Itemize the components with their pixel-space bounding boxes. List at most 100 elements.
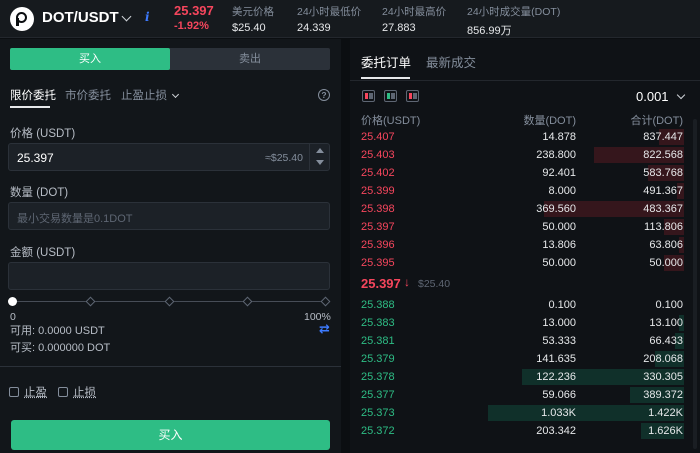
tab-order-book[interactable]: 委托订单	[361, 56, 412, 70]
stop-loss-checkbox[interactable]: 止损	[58, 384, 96, 400]
price-input[interactable]: 25.397 ≈$25.40	[8, 143, 330, 171]
view-both-icon[interactable]	[362, 90, 375, 102]
depth-bar	[630, 387, 684, 403]
bid-qty: 1.033K	[541, 407, 576, 419]
bid-row[interactable]: 25.378 122.236 330.305	[350, 368, 700, 386]
slider-node-25[interactable]	[85, 296, 96, 307]
ask-row[interactable]: 25.398 369.560 483.367	[350, 200, 700, 218]
ask-price: 25.407	[361, 131, 395, 143]
tab-buy[interactable]: 买入	[10, 48, 170, 70]
slider-max-label: 100%	[304, 311, 331, 323]
bid-row[interactable]: 25.388 0.100 0.100	[350, 296, 700, 314]
caret-down-icon[interactable]	[316, 160, 324, 165]
bid-total: 208.068	[643, 353, 683, 365]
active-tab-underline	[10, 106, 50, 108]
mid-price-usd: $25.40	[418, 278, 451, 290]
chevron-down-icon[interactable]	[676, 90, 686, 100]
buy-button[interactable]: 买入	[11, 420, 330, 450]
ask-row[interactable]: 25.395 50.000 50.000	[350, 254, 700, 272]
ask-row[interactable]: 25.403 238.800 822.568	[350, 146, 700, 164]
help-icon[interactable]: ?	[318, 89, 330, 101]
trading-pair-selector[interactable]: DOT/USDT	[42, 9, 119, 26]
ask-total: 50.000	[649, 257, 683, 269]
slider-node-50[interactable]	[164, 296, 175, 307]
bid-total: 0.100	[655, 299, 683, 311]
divider	[350, 80, 700, 81]
ask-price: 25.402	[361, 167, 395, 179]
ask-qty: 238.800	[536, 149, 576, 161]
bid-row[interactable]: 25.372 203.342 1.626K	[350, 422, 700, 440]
caret-up-icon[interactable]	[316, 148, 324, 153]
view-asks-icon[interactable]	[406, 90, 419, 102]
ask-total: 837.447	[643, 131, 683, 143]
slider-node-75[interactable]	[242, 296, 253, 307]
take-profit-checkbox[interactable]: 止盈	[9, 384, 47, 400]
price-label: 价格 (USDT)	[10, 128, 76, 140]
ask-total: 63.806	[649, 239, 683, 251]
bid-row[interactable]: 25.377 59.066 389.372	[350, 386, 700, 404]
ask-price: 25.397	[361, 221, 395, 233]
ask-row[interactable]: 25.396 13.806 63.806	[350, 236, 700, 254]
bid-qty: 203.342	[536, 425, 576, 437]
depth-bar	[659, 129, 684, 145]
bid-qty: 141.635	[536, 353, 576, 365]
bid-row[interactable]: 25.381 53.333 66.433	[350, 332, 700, 350]
depth-bar	[522, 369, 684, 385]
tab-market-order[interactable]: 市价委托	[65, 90, 111, 102]
precision-selector[interactable]: 0.001	[636, 89, 669, 104]
panel-separator	[341, 39, 350, 453]
ask-price: 25.398	[361, 203, 395, 215]
buyable-amount: 可买: 0.000000 DOT	[10, 342, 111, 354]
bid-qty: 53.333	[542, 335, 576, 347]
tab-stop-order[interactable]: 止盈止损	[121, 87, 180, 103]
ask-row[interactable]: 25.399 8.000 491.367	[350, 182, 700, 200]
quantity-input[interactable]: 最小交易数量是0.1DOT	[8, 202, 330, 230]
price-change: -1.92%	[174, 20, 209, 32]
info-icon[interactable]: i	[145, 10, 150, 24]
amount-input[interactable]	[8, 262, 330, 290]
bid-row[interactable]: 25.383 13.000 13.100	[350, 314, 700, 332]
scrollbar[interactable]	[693, 119, 697, 449]
slider-thumb[interactable]	[8, 297, 17, 306]
ask-qty: 369.560	[536, 203, 576, 215]
stat-24h-volume: 24小时成交量(DOT) 856.99万	[467, 6, 561, 37]
checkbox-icon	[9, 387, 19, 397]
depth-bar	[655, 351, 684, 367]
tab-limit-order[interactable]: 限价委托	[10, 90, 56, 102]
bid-row[interactable]: 25.373 1.033K 1.422K	[350, 404, 700, 422]
bid-price: 25.372	[361, 425, 395, 437]
ask-row[interactable]: 25.402 92.401 583.768	[350, 164, 700, 182]
chevron-down-icon[interactable]	[121, 11, 132, 22]
bid-price: 25.373	[361, 407, 395, 419]
depth-bar	[675, 333, 684, 349]
tab-sell[interactable]: 卖出	[239, 53, 261, 65]
tab-recent-trades[interactable]: 最新成交	[426, 56, 477, 70]
ask-row[interactable]: 25.407 14.878 837.447	[350, 128, 700, 146]
bid-price: 25.379	[361, 353, 395, 365]
view-bids-icon[interactable]	[384, 90, 397, 102]
bid-qty: 122.236	[536, 371, 576, 383]
order-form-panel: 买入 卖出 限价委托 市价委托 止盈止损 ? 价格 (USDT) 25.397 …	[0, 39, 341, 453]
checkbox-icon	[58, 387, 68, 397]
bid-price: 25.388	[361, 299, 395, 311]
ask-row[interactable]: 25.397 50.000 113.806	[350, 218, 700, 236]
stat-24h-high: 24小时最高价 27.883	[382, 6, 447, 34]
bid-row[interactable]: 25.379 141.635 208.068	[350, 350, 700, 368]
price-stepper[interactable]	[309, 144, 329, 170]
order-type-tabs: 限价委托 市价委托 止盈止损	[10, 87, 330, 108]
stat-usd-price: 美元价格 $25.40	[232, 6, 274, 34]
bid-qty: 13.000	[542, 317, 576, 329]
ask-qty: 14.878	[542, 131, 576, 143]
ask-qty: 50.000	[542, 257, 576, 269]
ask-total: 822.568	[643, 149, 683, 161]
quantity-placeholder: 最小交易数量是0.1DOT	[17, 213, 133, 225]
transfer-icon[interactable]: ⇄	[319, 321, 330, 336]
header-price: 价格(USDT)	[361, 115, 421, 127]
ask-qty: 50.000	[542, 221, 576, 233]
amount-slider[interactable]	[8, 296, 331, 307]
ask-price: 25.399	[361, 185, 395, 197]
slider-node-100[interactable]	[320, 296, 331, 307]
arrow-down-icon: ↓	[404, 275, 410, 289]
side-tabs: 买入 卖出	[10, 48, 330, 70]
bid-price: 25.377	[361, 389, 395, 401]
